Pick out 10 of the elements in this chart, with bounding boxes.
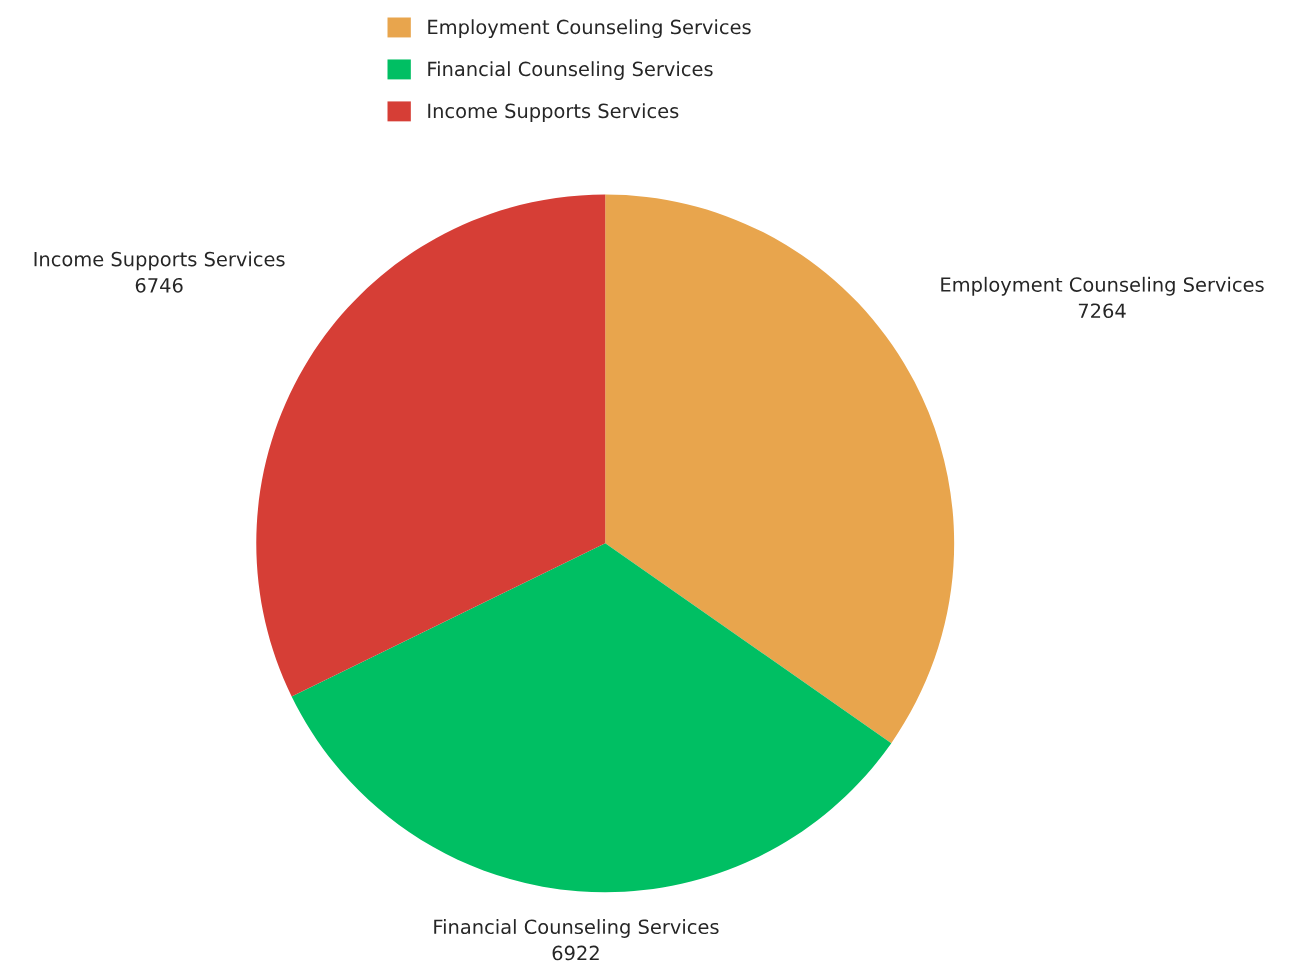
legend-label: Financial Counseling Services	[428, 61, 713, 81]
pie-slice	[291, 543, 892, 893]
data-label: 6922	[552, 945, 599, 961]
legend-label: Employment Counseling Services	[428, 19, 751, 39]
data-label: 7264	[1078, 303, 1126, 319]
slice-label: Financial Counseling Services	[434, 919, 719, 938]
slice-label: Income Supports Services	[34, 251, 285, 271]
slice-label: Employment Counseling Services	[941, 276, 1264, 296]
legend-label: Income Supports Services	[428, 103, 679, 122]
data-label: 6746	[135, 277, 183, 293]
